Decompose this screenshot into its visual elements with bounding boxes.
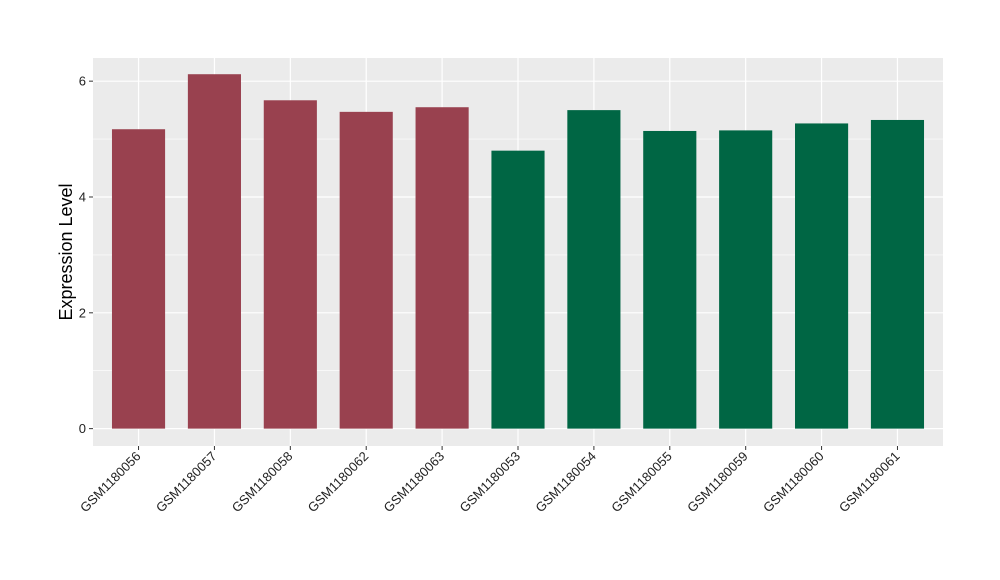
x-tick-label: GSM1180061 bbox=[836, 449, 903, 516]
bar-GSM1180055 bbox=[643, 130, 697, 429]
bars bbox=[111, 74, 925, 429]
x-tick-label: GSM1180063 bbox=[381, 449, 448, 516]
bar-GSM1180053 bbox=[491, 150, 545, 429]
y-axis: 0 2 4 6 bbox=[79, 74, 93, 436]
y-axis-title: Expression Level bbox=[56, 183, 76, 320]
bar-GSM1180058 bbox=[263, 100, 317, 429]
y-tick-label: 0 bbox=[79, 421, 86, 436]
x-tick-label: GSM1180054 bbox=[532, 449, 599, 516]
bar-GSM1180059 bbox=[719, 130, 773, 429]
x-tick-label: GSM1180055 bbox=[608, 449, 675, 516]
y-tick-label: 2 bbox=[79, 305, 86, 320]
x-tick-label: GSM1180057 bbox=[153, 449, 220, 516]
bar-GSM1180061 bbox=[870, 119, 925, 429]
x-axis: GSM1180056 GSM1180057 GSM1180058 GSM1180062… bbox=[77, 446, 903, 515]
bar-GSM1180057 bbox=[187, 74, 241, 429]
x-tick-label: GSM1180059 bbox=[684, 449, 751, 516]
bar-GSM1180063 bbox=[415, 107, 469, 429]
y-tick-label: 4 bbox=[79, 189, 86, 204]
x-tick-label: GSM1180058 bbox=[229, 449, 296, 516]
x-tick-label: GSM1180056 bbox=[77, 449, 144, 516]
bar-GSM1180056 bbox=[111, 129, 166, 429]
x-tick-label: GSM1180053 bbox=[456, 449, 523, 516]
bar-GSM1180060 bbox=[795, 123, 849, 429]
bar-GSM1180062 bbox=[339, 111, 393, 429]
x-tick-label: GSM1180060 bbox=[760, 449, 827, 516]
bar-GSM1180054 bbox=[567, 110, 621, 429]
x-tick-label: GSM1180062 bbox=[305, 449, 372, 516]
y-tick-label: 6 bbox=[79, 74, 86, 89]
